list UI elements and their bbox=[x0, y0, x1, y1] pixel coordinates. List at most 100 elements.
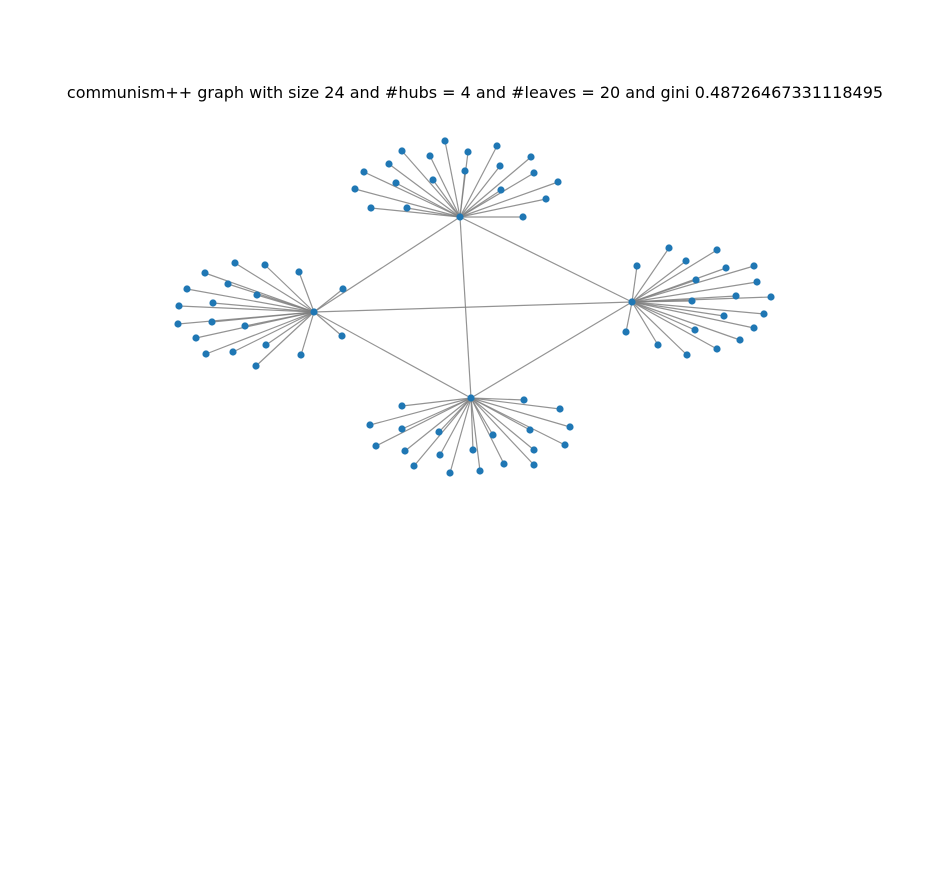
leaf-edge bbox=[459, 145, 498, 218]
leaf-node bbox=[476, 467, 484, 475]
leaf-node bbox=[682, 257, 690, 265]
leaf-edge bbox=[631, 265, 638, 303]
leaf-edge bbox=[313, 311, 343, 337]
leaf-edge bbox=[631, 247, 670, 303]
leaf-edge bbox=[459, 172, 535, 218]
leaf-edge bbox=[177, 311, 315, 325]
leaf-node bbox=[493, 142, 501, 150]
leaf-edge bbox=[470, 397, 474, 451]
leaf-edge bbox=[470, 397, 561, 410]
leaf-node bbox=[446, 469, 454, 477]
leaf-node bbox=[520, 396, 528, 404]
leaf-edge bbox=[631, 260, 687, 303]
leaf-node bbox=[385, 160, 393, 168]
leaf-edge bbox=[459, 165, 501, 218]
leaf-node bbox=[224, 280, 232, 288]
leaf-node bbox=[519, 213, 527, 221]
leaf-node bbox=[767, 293, 775, 301]
leaf-node bbox=[209, 299, 217, 307]
leaf-edge bbox=[631, 281, 758, 303]
leaf-edge bbox=[631, 301, 765, 315]
leaf-node bbox=[175, 302, 183, 310]
leaf-node bbox=[692, 276, 700, 284]
leaf-node bbox=[554, 178, 562, 186]
leaf-node bbox=[174, 320, 182, 328]
leaf-node bbox=[398, 402, 406, 410]
leaf-edge bbox=[459, 170, 466, 218]
leaf-node bbox=[229, 348, 237, 356]
leaf-node bbox=[688, 297, 696, 305]
leaf-edge bbox=[432, 179, 461, 218]
leaf-edge bbox=[205, 311, 315, 355]
leaf-edge bbox=[631, 265, 755, 303]
leaf-node bbox=[527, 153, 535, 161]
leaf-node bbox=[526, 426, 534, 434]
leaf-edge bbox=[631, 301, 755, 329]
leaf-edge bbox=[459, 181, 559, 218]
leaf-node bbox=[633, 262, 641, 270]
leaf-edge bbox=[449, 397, 472, 474]
leaf-node bbox=[622, 328, 630, 336]
leaf-node bbox=[261, 261, 269, 269]
leaf-edge bbox=[234, 262, 315, 313]
leaf-edge bbox=[631, 300, 693, 303]
leaf-node bbox=[339, 285, 347, 293]
leaf-node bbox=[192, 334, 200, 342]
leaf-node bbox=[252, 362, 260, 370]
leaf-node bbox=[366, 421, 374, 429]
leaf-edge bbox=[178, 305, 315, 313]
hub-edge bbox=[313, 301, 633, 313]
leaf-edge bbox=[459, 198, 547, 218]
leaf-edge bbox=[631, 301, 688, 356]
graph-nodes bbox=[174, 137, 775, 477]
leaf-node bbox=[410, 462, 418, 470]
leaf-edge bbox=[470, 397, 525, 401]
leaf-edge bbox=[298, 271, 315, 313]
hub-node bbox=[456, 213, 464, 221]
leaf-edge bbox=[264, 264, 315, 313]
leaf-edge bbox=[212, 302, 315, 313]
hub-edge bbox=[470, 301, 633, 399]
leaf-node bbox=[566, 423, 574, 431]
leaf-node bbox=[722, 264, 730, 272]
leaf-edge bbox=[470, 397, 535, 451]
leaf-edge bbox=[404, 397, 472, 452]
leaf-node bbox=[208, 318, 216, 326]
leaf-node bbox=[403, 204, 411, 212]
leaf-edge bbox=[395, 182, 461, 218]
graph-title: communism++ graph with size 24 and #hubs… bbox=[67, 83, 883, 102]
leaf-edge bbox=[195, 311, 315, 339]
hub-edge bbox=[313, 216, 461, 313]
leaf-node bbox=[426, 152, 434, 160]
leaf-edge bbox=[313, 288, 344, 313]
leaf-edge bbox=[459, 156, 532, 218]
leaf-edge bbox=[370, 207, 461, 218]
hub-node bbox=[310, 308, 318, 316]
leaf-node bbox=[398, 425, 406, 433]
leaf-node bbox=[372, 442, 380, 450]
leaf-node bbox=[561, 441, 569, 449]
leaf-node bbox=[297, 351, 305, 359]
leaf-node bbox=[202, 350, 210, 358]
leaf-node bbox=[683, 351, 691, 359]
leaf-edge bbox=[439, 397, 472, 456]
leaf-edge bbox=[631, 249, 718, 303]
leaf-node bbox=[665, 244, 673, 252]
leaf-node bbox=[530, 446, 538, 454]
leaf-edge bbox=[631, 301, 741, 341]
leaf-node bbox=[713, 246, 721, 254]
leaf-node bbox=[556, 405, 564, 413]
leaf-node bbox=[530, 169, 538, 177]
hub-edge bbox=[459, 216, 633, 303]
leaf-node bbox=[500, 460, 508, 468]
hub-node bbox=[467, 394, 475, 402]
leaf-node bbox=[201, 269, 209, 277]
leaf-node bbox=[760, 310, 768, 318]
leaf-node bbox=[295, 268, 303, 276]
leaf-node bbox=[496, 162, 504, 170]
leaf-node bbox=[367, 204, 375, 212]
leaf-edge bbox=[444, 140, 461, 218]
leaf-edge bbox=[256, 294, 315, 313]
leaf-node bbox=[429, 176, 437, 184]
